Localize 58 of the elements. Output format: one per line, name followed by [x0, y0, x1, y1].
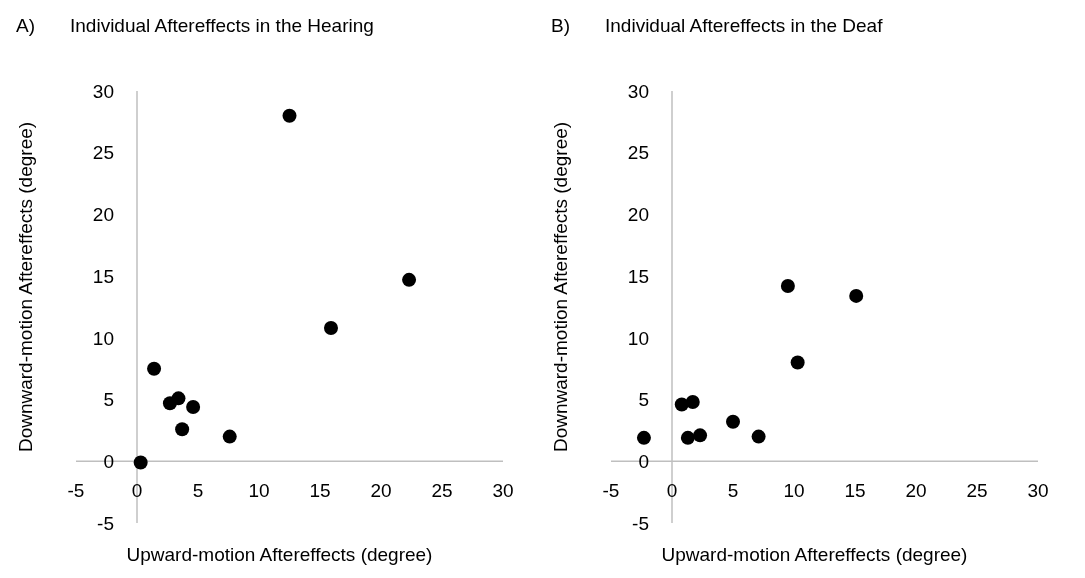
- point: [636, 430, 651, 445]
- x-tick-label: 30: [492, 480, 514, 502]
- text: A): [16, 15, 35, 36]
- point: [751, 429, 766, 444]
- x-tick-label: 10: [248, 480, 270, 502]
- x-tick-label: -5: [67, 480, 85, 502]
- x-tick-label: 30: [1027, 480, 1049, 502]
- x-tick-label: 0: [666, 480, 678, 502]
- x-tick-label: 20: [370, 480, 392, 502]
- point: [849, 288, 864, 303]
- chart-title: Individual Aftereffects in the Hearing: [70, 15, 374, 36]
- x-axis-title: Upward-motion Aftereffects (degree): [661, 544, 968, 565]
- y-tick-label: 5: [638, 389, 649, 411]
- y-tick-label: -5: [632, 512, 649, 534]
- y-tick-label: 25: [627, 142, 649, 164]
- point: [402, 272, 417, 287]
- point: [780, 279, 795, 294]
- x-tick-label: 15: [844, 480, 866, 502]
- y-tick-label: 10: [92, 327, 114, 349]
- point: [147, 361, 162, 376]
- point: [323, 320, 338, 335]
- y-tick-label: -5: [97, 512, 114, 534]
- y-tick-label: 30: [92, 80, 114, 102]
- y-tick-label: 0: [638, 450, 649, 472]
- y-tick-label: 0: [103, 450, 114, 472]
- x-tick-label: -5: [602, 480, 620, 502]
- y-axis-title: Downward-motion Aftereffects (degree): [550, 121, 571, 453]
- point: [186, 399, 201, 414]
- y-tick-label: 30: [627, 80, 649, 102]
- point: [726, 414, 740, 429]
- x-tick-label: 0: [131, 480, 143, 502]
- point: [685, 395, 700, 410]
- x-tick-label: 15: [309, 480, 331, 502]
- x-tick-label: 5: [192, 480, 204, 502]
- y-tick-label: 15: [92, 265, 114, 287]
- point: [680, 430, 695, 445]
- point: [790, 355, 805, 370]
- x-tick-label: 25: [431, 480, 453, 502]
- x-tick-label: 20: [905, 480, 927, 502]
- y-tick-label: 20: [627, 204, 649, 226]
- y-tick-label: 15: [627, 265, 649, 287]
- point: [693, 428, 708, 443]
- point: [222, 429, 237, 444]
- y-tick-label: 25: [92, 142, 114, 164]
- point: [175, 422, 190, 437]
- y-axis-title: Downward-motion Aftereffects (degree): [15, 121, 36, 453]
- y-tick-label: 5: [103, 389, 114, 411]
- x-tick-label: 10: [783, 480, 805, 502]
- x-axis-title: Upward-motion Aftereffects (degree): [126, 544, 433, 565]
- point: [171, 391, 186, 406]
- y-tick-label: 10: [627, 327, 649, 349]
- point: [133, 455, 148, 470]
- y-tick-label: 20: [92, 204, 114, 226]
- x-tick-label: 25: [966, 480, 988, 502]
- chart-title: Individual Aftereffects in the Deaf: [605, 15, 884, 36]
- text: B): [551, 15, 570, 36]
- x-tick-label: 5: [727, 480, 739, 502]
- point: [282, 108, 297, 123]
